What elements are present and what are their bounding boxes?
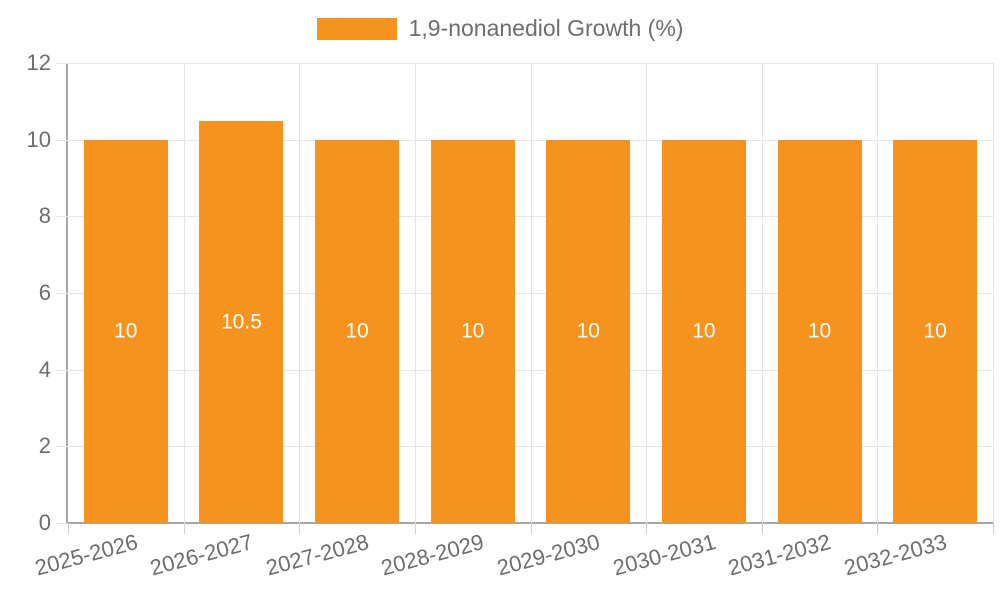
bar-value-label: 10 xyxy=(114,319,138,343)
bar-value-label: 10 xyxy=(692,319,716,343)
gridline-vertical xyxy=(993,63,994,523)
y-axis-tick xyxy=(56,369,68,371)
gridline-vertical xyxy=(299,63,301,523)
bar[interactable]: 10 xyxy=(430,139,515,523)
y-axis-tick xyxy=(56,446,68,448)
y-axis-tick xyxy=(56,293,68,294)
x-axis-tick xyxy=(993,523,994,534)
x-axis-tick xyxy=(877,523,879,534)
y-axis-label: 10 xyxy=(26,126,51,152)
gridline-vertical xyxy=(877,63,879,523)
x-axis-tick xyxy=(414,523,416,534)
x-axis-line xyxy=(66,522,993,524)
x-axis-tick xyxy=(299,523,301,534)
bar-value-label: 10 xyxy=(923,319,947,343)
x-axis-label: 2026-2027 xyxy=(147,529,256,581)
x-axis-label: 2030-2031 xyxy=(610,529,719,581)
bar[interactable]: 10 xyxy=(315,139,400,523)
x-axis-tick xyxy=(530,523,532,534)
x-axis-tick xyxy=(183,523,185,534)
y-axis-label: 6 xyxy=(38,280,51,305)
y-axis-tick xyxy=(56,523,68,524)
bar-value-label: 10 xyxy=(807,319,832,343)
legend-swatch xyxy=(316,17,397,40)
plot-area: 0 2 4 6 8 10 12 10 10.5 10 10 10 10 10 10 2025-2026 2026… xyxy=(27,52,994,580)
x-axis-tick xyxy=(68,523,69,534)
x-axis-label: 2029-2030 xyxy=(494,529,603,581)
gridline-vertical xyxy=(646,63,648,523)
y-axis-label: 8 xyxy=(38,203,51,229)
x-axis-label: 2031-2032 xyxy=(725,529,834,581)
gridline-vertical xyxy=(183,63,185,523)
legend: 1,9-nonanediol Growth (%) xyxy=(0,17,1000,40)
legend-item[interactable]: 1,9-nonanediol Growth (%) xyxy=(316,15,684,41)
bar[interactable]: 10 xyxy=(777,139,862,523)
bar[interactable]: 10 xyxy=(83,139,168,523)
gridline-vertical xyxy=(761,63,763,523)
gridline-vertical xyxy=(530,63,532,523)
gridline-vertical xyxy=(414,63,416,523)
bar[interactable]: 10 xyxy=(661,139,746,523)
y-axis-label: 4 xyxy=(38,356,51,382)
x-axis-tick xyxy=(761,523,763,534)
bar-value-label: 10.5 xyxy=(221,310,262,334)
bar[interactable]: 10 xyxy=(546,139,631,523)
y-axis-tick xyxy=(56,216,68,218)
x-axis-label: 2032-2033 xyxy=(841,529,950,581)
x-axis-label: 2027-2028 xyxy=(263,529,372,581)
bar[interactable]: 10.5 xyxy=(199,120,284,523)
y-axis-label: 0 xyxy=(38,510,51,535)
x-axis-label: 2025-2026 xyxy=(31,529,141,581)
bar-value-label: 10 xyxy=(345,319,369,343)
y-axis-tick xyxy=(56,63,68,64)
bar-value-label: 10 xyxy=(576,319,600,343)
y-axis-label: 2 xyxy=(38,433,51,459)
x-axis-label: 2028-2029 xyxy=(378,529,487,581)
legend-label: 1,9-nonanediol Growth (%) xyxy=(408,15,684,41)
y-axis-label: 12 xyxy=(26,50,51,75)
bar-value-label: 10 xyxy=(461,319,485,343)
y-axis-tick xyxy=(56,139,68,141)
bar[interactable]: 10 xyxy=(893,139,978,523)
x-axis-tick xyxy=(646,523,648,534)
